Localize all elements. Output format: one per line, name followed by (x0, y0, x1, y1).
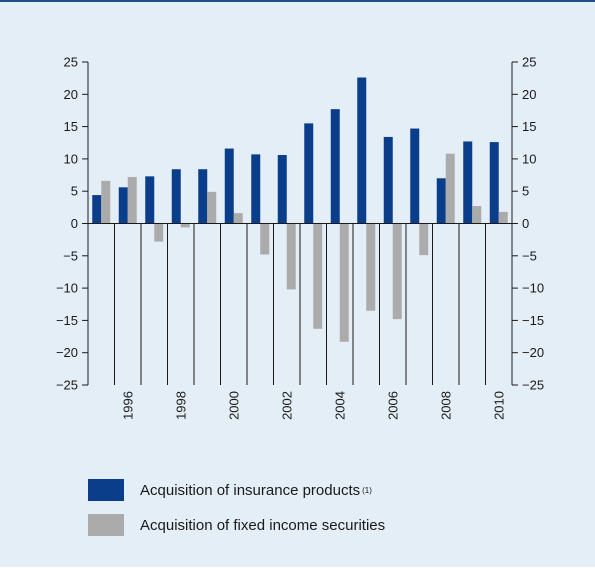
y-tick-label-left: 25 (64, 55, 78, 70)
x-tick-label: 2010 (491, 391, 506, 420)
bars-layer (92, 77, 508, 342)
bar-insurance-2010 (489, 142, 499, 224)
bar-insurance-2000 (224, 148, 234, 224)
y-tick-label-right: 10 (522, 151, 536, 166)
y-tick-label-right: 0 (522, 216, 529, 231)
x-tick-label: 1998 (173, 391, 188, 420)
bar-fixed-income-1995 (101, 180, 111, 224)
y-tick-label-left: −15 (56, 313, 78, 328)
legend-label-fixed-income: Acquisition of fixed income securities (140, 516, 386, 534)
y-tick-label-left: 10 (64, 151, 78, 166)
bar-insurance-1996 (118, 187, 128, 224)
legend-swatch-fixed-income (88, 514, 124, 536)
bar-fixed-income-2009 (472, 206, 482, 224)
bar-insurance-2008 (436, 178, 446, 224)
bar-fixed-income-2008 (445, 153, 455, 224)
bar-fixed-income-1996 (127, 176, 137, 224)
bar-insurance-1995 (92, 195, 102, 224)
y-tick-label-left: −25 (56, 378, 78, 393)
bar-insurance-1997 (145, 176, 155, 224)
bar-insurance-2004 (330, 109, 340, 224)
bar-insurance-1999 (198, 169, 208, 224)
y-tick-label-right: −25 (522, 378, 544, 393)
bar-insurance-2007 (410, 128, 420, 224)
bar-fixed-income-2000 (233, 213, 243, 224)
y-tick-label-left: 15 (64, 119, 78, 134)
y-tick-label-right: −10 (522, 281, 544, 296)
bar-fixed-income-1999 (207, 191, 217, 224)
bar-insurance-1998 (171, 169, 181, 224)
bar-fixed-income-2001 (260, 223, 270, 255)
x-tick-label: 2002 (279, 391, 294, 420)
bar-fixed-income-1998 (180, 223, 190, 228)
y-tick-label-left: −5 (63, 248, 78, 263)
bar-fixed-income-1997 (154, 223, 164, 242)
bar-insurance-2001 (251, 154, 261, 224)
bar-fixed-income-2010 (498, 211, 508, 224)
y-tick-label-left: 20 (64, 87, 78, 102)
bar-insurance-2006 (383, 136, 393, 224)
tick-labels-layer: 25 25 20 20 15 15 10 10 5 5 0 0 −5 −5 −10 −10 −15 −15 −20 −… (56, 55, 544, 420)
bar-fixed-income-2003 (313, 223, 323, 329)
legend-item-fixed-income: Acquisition of fixed income securities (88, 513, 548, 537)
y-tick-label-right: 5 (522, 184, 529, 199)
bar-fixed-income-2005 (366, 223, 376, 311)
x-tick-label: 2000 (226, 391, 241, 420)
x-tick-label: 2008 (438, 391, 453, 420)
x-tick-label: 1996 (120, 391, 135, 420)
y-tick-label-right: 20 (522, 87, 536, 102)
legend-footnote-marker: (1) (362, 485, 372, 495)
bar-fixed-income-2006 (392, 223, 402, 320)
y-tick-label-left: −10 (56, 281, 78, 296)
y-tick-label-right: −20 (522, 345, 544, 360)
x-tick-label: 2004 (332, 391, 347, 420)
y-tick-label-left: −20 (56, 345, 78, 360)
y-tick-label-right: 15 (522, 119, 536, 134)
bar-insurance-2002 (277, 155, 287, 224)
axes-layer (82, 61, 518, 386)
x-tick-label: 2006 (385, 391, 400, 420)
legend-swatch-insurance (88, 479, 124, 501)
y-tick-label-left: 0 (71, 216, 78, 231)
y-tick-label-right: −5 (522, 248, 537, 263)
y-tick-label-right: 25 (522, 55, 536, 70)
legend-item-insurance: Acquisition of insurance products (1) (88, 478, 548, 502)
bar-fixed-income-2004 (339, 223, 349, 342)
legend-label-insurance: Acquisition of insurance products (140, 481, 361, 499)
bar-insurance-2003 (304, 123, 314, 224)
bar-insurance-2005 (357, 77, 367, 224)
bar-fixed-income-2002 (286, 223, 296, 290)
bar-fixed-income-2007 (419, 223, 429, 256)
y-tick-label-left: 5 (71, 184, 78, 199)
y-tick-label-right: −15 (522, 313, 544, 328)
bar-insurance-2009 (463, 141, 473, 224)
